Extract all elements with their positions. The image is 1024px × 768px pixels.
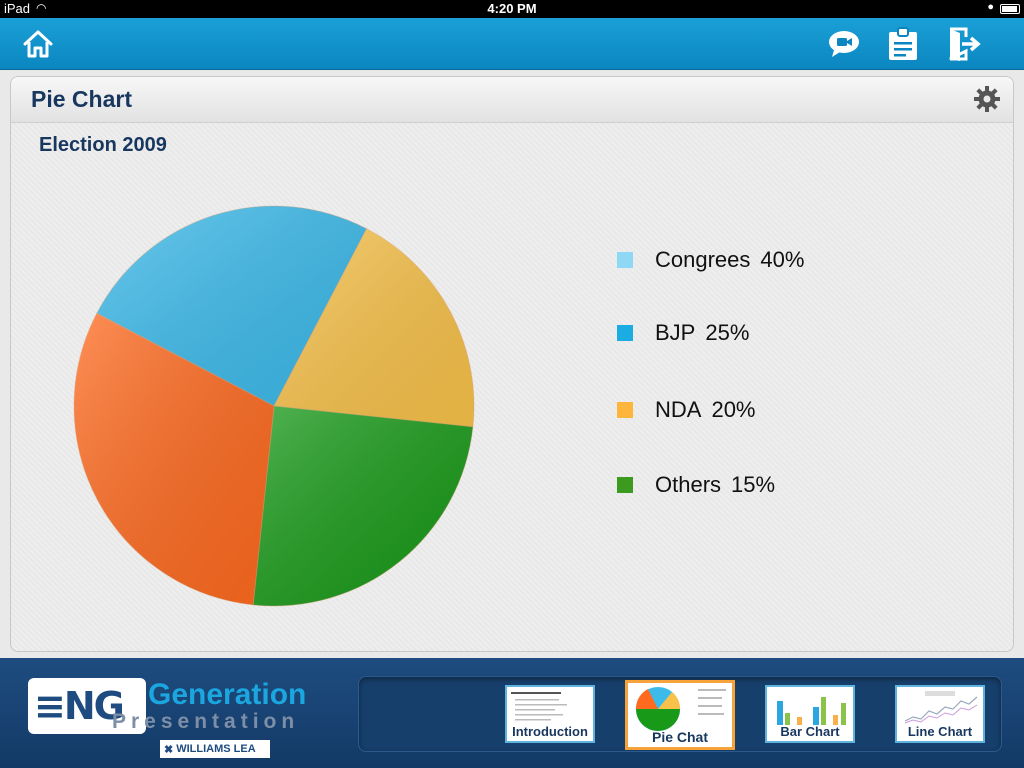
legend-label: BJP xyxy=(655,320,696,345)
app-header xyxy=(0,18,1024,70)
company-logo-icon: ✖ xyxy=(164,743,174,756)
legend-percent: 20% xyxy=(711,397,756,422)
status-bar: iPad ◠ 4:20 PM ● xyxy=(0,0,1024,18)
app-logo: ≡NG Generation Presentation ✖ WILLIAMS L… xyxy=(28,670,328,762)
page-title: Pie Chart xyxy=(31,86,132,112)
company-logo: ✖ WILLIAMS LEA xyxy=(160,740,270,758)
legend-item-congrees: Congrees 40% xyxy=(617,247,804,273)
logo-mark: ≡NG xyxy=(28,678,146,734)
thumbnail-pie-chart[interactable]: Pie Chat xyxy=(625,680,735,750)
legend-swatch xyxy=(617,252,633,268)
legend-percent: 40% xyxy=(760,247,805,272)
pie-chart xyxy=(73,205,475,607)
thumbnail-bar-chart[interactable]: Bar Chart xyxy=(765,685,855,743)
legend-swatch xyxy=(617,325,633,341)
video-chat-button[interactable] xyxy=(826,26,862,62)
legend-item-bjp: BJP 25% xyxy=(617,320,749,346)
clock: 4:20 PM xyxy=(487,1,537,16)
chart-title: Election 2009 xyxy=(39,134,167,156)
pie-slice-shine xyxy=(253,406,473,607)
company-name: WILLIAMS LEA xyxy=(176,743,256,755)
clipboard-button[interactable] xyxy=(885,26,921,62)
pie-slice-shine xyxy=(73,313,274,605)
logo-subtext: Presentation xyxy=(112,710,300,733)
bottom-bar: ≡NG Generation Presentation ✖ WILLIAMS L… xyxy=(0,658,1024,768)
clipboard-icon xyxy=(889,27,917,60)
legend-swatch xyxy=(617,477,633,493)
exit-button[interactable] xyxy=(946,26,982,62)
legend-label: Congrees xyxy=(655,247,751,272)
legend-percent: 15% xyxy=(731,472,776,497)
thumbnail-label: Line Chart xyxy=(907,724,973,739)
rotation-lock-icon: ● xyxy=(987,1,994,13)
content-panel: Pie Chart Election 2009 xyxy=(10,76,1014,652)
legend-swatch xyxy=(617,402,633,418)
slide-thumbnail-tray: Introduction Pie Chat xyxy=(358,676,1002,752)
thumbnail-line-chart[interactable]: Line Chart xyxy=(895,685,985,743)
settings-button[interactable] xyxy=(973,85,1001,113)
video-chat-icon xyxy=(829,31,859,57)
legend-percent: 25% xyxy=(705,320,750,345)
legend-label: Others xyxy=(655,472,722,497)
pie-slice-shine xyxy=(96,206,367,406)
thumbnail-label: Introduction xyxy=(512,724,588,739)
thumbnail-label: Pie Chat xyxy=(651,729,708,745)
exit-icon xyxy=(949,27,981,61)
home-button[interactable] xyxy=(20,26,56,62)
legend-label: NDA xyxy=(655,397,702,422)
battery-icon xyxy=(1000,4,1020,14)
gear-icon xyxy=(974,86,1000,112)
legend-item-nda: NDA 20% xyxy=(617,397,756,423)
legend-item-others: Others 15% xyxy=(617,472,775,498)
thumbnail-introduction[interactable]: Introduction xyxy=(505,685,595,743)
thumbnail-label: Bar Chart xyxy=(780,724,840,739)
thumbnail-pie-preview xyxy=(635,687,726,731)
home-icon xyxy=(23,30,53,58)
wifi-icon: ◠ xyxy=(36,1,47,15)
device-name: iPad xyxy=(4,1,31,16)
thumbnail-bar-preview xyxy=(777,697,846,725)
thumbnail-line-preview xyxy=(904,691,978,724)
panel-header: Pie Chart xyxy=(11,77,1013,123)
logo-text: Generation xyxy=(148,678,307,711)
pie-slice-shine xyxy=(274,228,475,427)
thumbnail-text-preview xyxy=(511,692,567,721)
